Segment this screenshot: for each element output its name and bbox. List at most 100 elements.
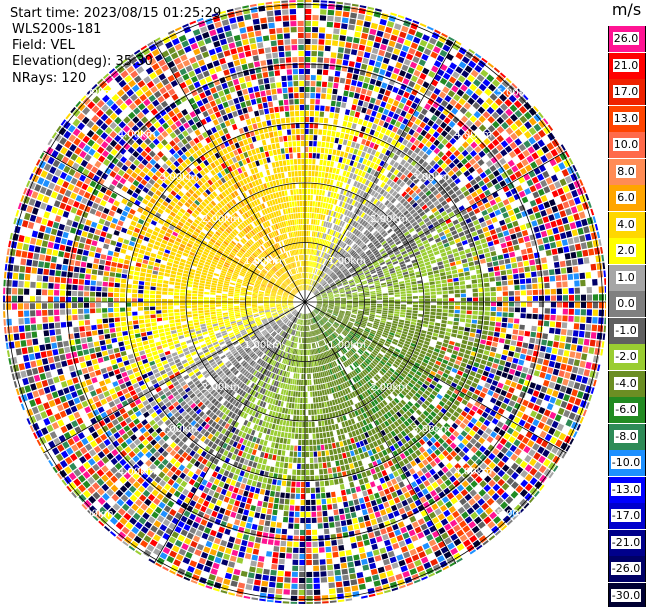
range-gate [407,149,414,156]
range-gate [461,240,468,246]
range-gate [351,123,357,130]
range-gate [357,460,363,467]
range-gate [576,250,583,258]
range-gate [493,239,500,245]
range-gate [359,144,365,151]
range-gate [455,260,462,265]
range-gate [378,49,386,57]
range-gate [461,132,469,140]
range-gate [554,398,562,407]
range-gate [367,147,373,154]
range-gate [356,202,362,209]
range-gate [543,201,551,209]
range-gate [559,178,567,187]
range-gate [554,414,562,422]
range-gate [378,202,384,209]
range-gate [336,271,342,276]
range-gate [365,249,371,255]
range-gate [358,307,364,310]
range-gate [519,115,528,124]
range-gate [390,12,397,17]
range-gate [390,139,397,146]
range-gate [365,470,372,477]
range-gate [580,302,587,308]
range-gate [348,116,354,123]
range-gate [510,340,517,346]
range-gate [537,188,545,196]
range-gate [306,230,309,237]
range-gate [457,145,465,153]
range-gate [356,81,363,88]
range-gate [334,156,340,162]
range-gate [405,133,412,141]
range-gate [337,219,341,226]
range-gate [489,212,496,219]
range-gate [331,131,336,137]
range-gate [436,341,443,346]
range-gate [419,86,427,94]
range-gate [502,247,509,254]
range-gate [327,255,332,261]
range-gate [460,306,466,310]
range-gate [350,450,355,457]
range-gate [385,129,391,136]
range-gate [378,153,384,160]
range-gate [364,298,371,301]
range-gate [332,275,337,280]
range-gate [411,316,418,320]
range-gate [417,531,425,539]
range-gate [508,368,516,375]
range-gate [436,308,442,313]
range-gate [562,185,570,193]
range-gate [569,351,576,358]
range-gate [564,371,571,379]
range-gate [408,28,416,36]
range-gate [362,237,368,243]
range-gate [512,90,521,99]
range-gate [443,117,451,125]
range-gate [333,267,338,272]
range-gate [367,488,373,495]
range-gate [487,116,495,124]
range-gate [455,360,461,366]
range-gate [383,121,389,129]
range-gate [311,51,317,57]
range-gate [503,397,510,405]
range-gate [314,171,319,177]
range-gate [333,237,337,244]
range-gate [393,134,400,141]
range-gate [335,238,339,244]
range-gate [481,387,489,394]
range-gate [315,105,320,111]
range-gate [358,7,366,15]
range-gate [489,277,495,282]
range-gate [306,272,308,279]
range-gate [575,220,582,228]
range-gate [310,273,313,279]
range-gate [305,134,309,140]
range-gate [358,75,365,82]
range-gate [350,186,356,193]
range-gate [353,214,358,220]
range-gate [312,21,319,27]
range-gate [418,295,424,299]
range-gate [420,475,427,482]
range-gate [403,210,409,216]
range-gate [556,355,563,363]
range-gate [305,284,306,290]
range-gate [307,249,309,255]
range-gate [430,291,436,295]
range-gate [356,105,362,112]
range-gate [441,346,447,352]
range-gate [472,162,480,170]
range-gate [559,210,567,218]
range-gate [392,154,399,161]
range-gate [567,358,575,365]
range-gate [305,278,307,284]
range-gate [422,542,430,550]
range-gate [317,244,320,250]
range-gate [385,193,391,199]
range-gate [354,31,361,38]
range-gate [362,82,369,89]
range-gate [306,285,308,291]
